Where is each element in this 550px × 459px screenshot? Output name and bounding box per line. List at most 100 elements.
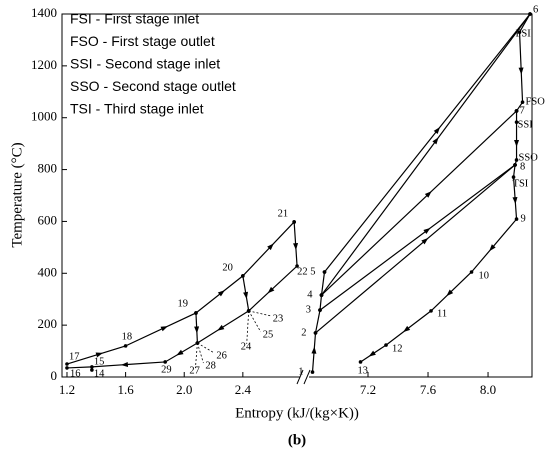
state-point <box>318 308 322 312</box>
point-label: SSO <box>519 152 539 163</box>
point-label: 27 <box>189 365 200 376</box>
x-tick-label: 2.4 <box>235 382 252 397</box>
point-label: 1 <box>298 366 303 377</box>
state-point <box>310 370 315 374</box>
legend-note: FSI - First stage inlet <box>70 11 199 27</box>
process-line <box>311 271 326 373</box>
axis-break <box>296 369 311 385</box>
point-label: 29 <box>161 364 172 375</box>
y-axis-label: Temperature (°C) <box>9 142 25 247</box>
y-tick-label: 800 <box>38 161 58 176</box>
process-line <box>321 110 517 296</box>
point-label: 26 <box>216 350 227 361</box>
point-label: 9 <box>521 214 526 225</box>
flow-arrow <box>421 237 429 245</box>
point-label: 4 <box>307 289 313 300</box>
point-label: TSI <box>513 178 529 189</box>
point-label: 19 <box>177 298 188 309</box>
flow-arrow <box>368 350 376 357</box>
point-label: 18 <box>122 331 133 342</box>
state-point <box>513 163 517 167</box>
state-point <box>123 344 128 348</box>
flow-arrow <box>432 137 439 145</box>
point-label: 7 <box>520 105 525 116</box>
point-label: 8 <box>520 161 525 172</box>
flow-arrow <box>194 326 200 334</box>
state-point <box>322 270 327 274</box>
flow-arrow <box>160 326 168 332</box>
label-leader <box>248 310 271 317</box>
state-point <box>520 100 525 104</box>
flow-arrow <box>423 227 431 235</box>
label-leader <box>195 343 198 369</box>
state-point <box>511 175 516 179</box>
x-tick-label: 1.2 <box>59 382 75 397</box>
flow-arrow <box>176 349 184 356</box>
point-label: 5 <box>310 266 315 277</box>
point-label: 10 <box>479 270 490 281</box>
y-tick-label: 400 <box>38 264 58 279</box>
state-point <box>514 217 519 221</box>
state-point <box>429 309 433 313</box>
y-tick-label: 1400 <box>31 5 57 20</box>
label-leader <box>248 310 262 333</box>
x-tick-label: 1.6 <box>117 382 134 397</box>
flow-arrow <box>267 286 275 294</box>
point-label: 16 <box>70 368 81 379</box>
point-label: 21 <box>278 208 289 219</box>
flow-arrow <box>424 191 432 198</box>
flow-arrow <box>95 352 104 358</box>
flow-arrow <box>217 324 225 331</box>
flow-arrow <box>293 243 299 251</box>
state-point <box>65 366 69 370</box>
x-tick-label: 7.2 <box>360 382 376 397</box>
flow-arrow <box>311 346 317 354</box>
point-label: 13 <box>358 365 369 376</box>
flow-arrow <box>489 244 496 252</box>
state-point <box>313 331 318 335</box>
state-point <box>90 365 94 369</box>
point-label: 24 <box>241 341 252 352</box>
process-line <box>321 13 531 296</box>
state-point <box>517 30 522 34</box>
point-label: 23 <box>273 313 284 324</box>
state-point <box>514 109 519 113</box>
point-label: 22 <box>297 266 308 277</box>
flow-arrow <box>217 290 225 297</box>
flow-arrow <box>518 67 524 75</box>
state-point <box>163 360 167 364</box>
state-point <box>319 293 324 297</box>
point-label: 12 <box>392 344 403 355</box>
state-point <box>528 12 532 16</box>
flow-arrow <box>120 361 129 367</box>
flow-arrow <box>446 289 454 297</box>
process-line <box>516 13 531 112</box>
flow-arrow <box>403 325 411 333</box>
state-point <box>295 264 299 268</box>
state-point <box>241 274 245 278</box>
label-leader <box>197 342 215 354</box>
legend-note: TSI - Third stage inlet <box>70 101 204 117</box>
point-label: 11 <box>437 308 447 319</box>
process-line <box>66 221 295 365</box>
flow-arrow <box>433 126 441 134</box>
point-label: SSI <box>518 120 534 131</box>
state-point <box>514 120 519 124</box>
process-line <box>319 164 516 311</box>
state-point <box>514 158 519 162</box>
label-leader <box>246 310 250 344</box>
label-leader <box>197 342 204 364</box>
x-tick-label: 7.6 <box>420 382 437 397</box>
state-point <box>90 368 94 372</box>
y-tick-label: 1200 <box>31 57 57 72</box>
state-point <box>384 343 388 347</box>
x-tick-label: 8.0 <box>480 382 496 397</box>
flow-arrow <box>514 139 520 147</box>
y-tick-label: 1000 <box>31 109 57 124</box>
state-point <box>292 220 296 224</box>
state-point <box>194 311 198 315</box>
plot-frame <box>61 13 533 378</box>
state-point <box>65 362 69 366</box>
point-label: 20 <box>222 262 233 273</box>
